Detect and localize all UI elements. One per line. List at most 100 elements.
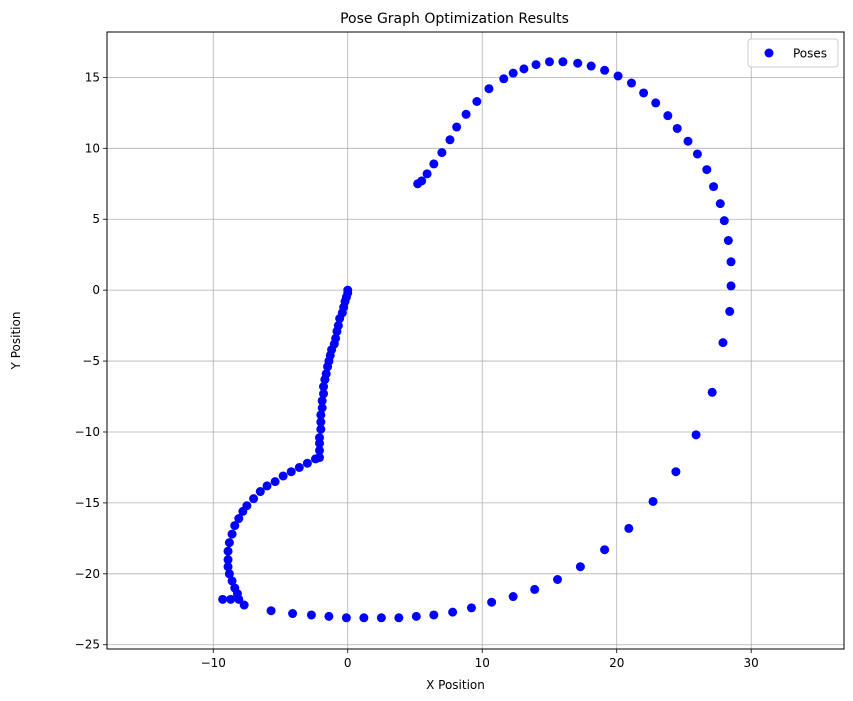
pose-point xyxy=(394,613,404,623)
x-tick-label: −10 xyxy=(201,656,226,670)
plot-area xyxy=(107,32,844,649)
pose-point xyxy=(411,611,421,621)
pose-point xyxy=(223,562,233,572)
pose-point xyxy=(239,600,249,610)
pose-point xyxy=(531,60,541,70)
pose-point xyxy=(429,159,439,169)
pose-point xyxy=(218,594,228,604)
y-tick-label: 0 xyxy=(92,283,100,297)
pose-point xyxy=(445,135,455,145)
y-tick-label: −10 xyxy=(75,425,100,439)
plot-frame xyxy=(106,31,845,650)
x-tick-label: 30 xyxy=(744,656,759,670)
y-axis: −25 −20 −15 −10 −5 0 5 10 15 xyxy=(75,70,107,652)
y-axis-label: Y Position xyxy=(9,312,23,371)
pose-point xyxy=(230,521,240,531)
pose-point xyxy=(429,610,439,620)
pose-point xyxy=(316,410,326,420)
pose-point xyxy=(487,597,497,607)
legend-marker-poses xyxy=(764,48,774,58)
pose-point xyxy=(249,494,259,504)
pose-point xyxy=(719,216,729,226)
pose-point xyxy=(278,471,288,481)
pose-point xyxy=(359,613,369,623)
grid-lines xyxy=(107,32,844,649)
pose-point xyxy=(600,545,610,555)
pose-point xyxy=(575,562,585,572)
pose-point xyxy=(461,109,471,119)
pose-point xyxy=(294,462,304,472)
pose-point xyxy=(663,111,673,121)
pose-point xyxy=(726,281,736,291)
pose-point xyxy=(227,576,237,586)
pose-point xyxy=(319,382,329,392)
pose-point xyxy=(314,445,324,455)
pose-point xyxy=(707,387,717,397)
x-tick-label: 10 xyxy=(475,656,490,670)
pose-point xyxy=(306,610,316,620)
pose-point xyxy=(519,64,529,74)
pose-point xyxy=(310,454,320,464)
pose-point xyxy=(323,362,333,372)
pose-point xyxy=(627,78,637,88)
pose-point xyxy=(558,57,568,67)
pose-point xyxy=(683,136,693,146)
pose-point xyxy=(422,169,432,179)
pose-point xyxy=(723,236,733,246)
y-tick-label: 10 xyxy=(85,141,100,155)
pose-point xyxy=(726,257,736,267)
pose-point xyxy=(600,65,610,75)
pose-point xyxy=(317,396,327,406)
pose-point xyxy=(448,607,458,617)
pose-point xyxy=(413,179,423,189)
pose-point xyxy=(639,88,649,98)
pose-point xyxy=(499,74,509,84)
chart-title: Pose Graph Optimization Results xyxy=(340,11,569,27)
x-axis-label: X Position xyxy=(426,678,485,692)
pose-point xyxy=(691,430,701,440)
pose-point xyxy=(508,592,518,602)
pose-point xyxy=(223,546,233,556)
pose-point xyxy=(234,514,244,524)
pose-point xyxy=(332,326,342,336)
pose-point xyxy=(586,61,596,71)
pose-point xyxy=(376,613,386,623)
pose-point xyxy=(651,98,661,108)
pose-point xyxy=(613,71,623,81)
y-tick-label: −25 xyxy=(75,638,100,652)
pose-point xyxy=(288,609,298,619)
pose-point xyxy=(648,496,658,506)
pose-point xyxy=(286,467,296,477)
pose-point xyxy=(553,574,563,584)
pose-point xyxy=(335,314,345,324)
pose-point xyxy=(530,584,540,594)
pose-point xyxy=(266,606,276,616)
pose-point xyxy=(319,389,329,399)
y-tick-label: 15 xyxy=(85,70,100,84)
pose-point xyxy=(238,506,248,516)
pose-point xyxy=(317,403,327,413)
pose-point xyxy=(316,417,326,427)
y-tick-label: −5 xyxy=(82,354,100,368)
x-tick-label: 0 xyxy=(344,656,352,670)
pose-point xyxy=(255,487,265,497)
pose-point xyxy=(472,97,482,107)
pose-point xyxy=(692,149,702,159)
pose-point xyxy=(324,611,334,621)
pose-point xyxy=(224,538,234,548)
pose-point xyxy=(573,58,583,68)
pose-point xyxy=(466,603,476,613)
pose-point xyxy=(320,375,330,385)
pose-point xyxy=(709,182,719,192)
pose-point xyxy=(224,569,234,579)
x-tick-label: 20 xyxy=(609,656,624,670)
pose-point xyxy=(718,338,728,348)
pose-point xyxy=(437,148,447,158)
y-tick-label: −15 xyxy=(75,496,100,510)
legend: Poses xyxy=(747,38,839,68)
legend-box xyxy=(747,38,839,68)
pose-point xyxy=(234,594,244,604)
pose-point xyxy=(624,523,634,533)
pose-point xyxy=(270,477,280,487)
